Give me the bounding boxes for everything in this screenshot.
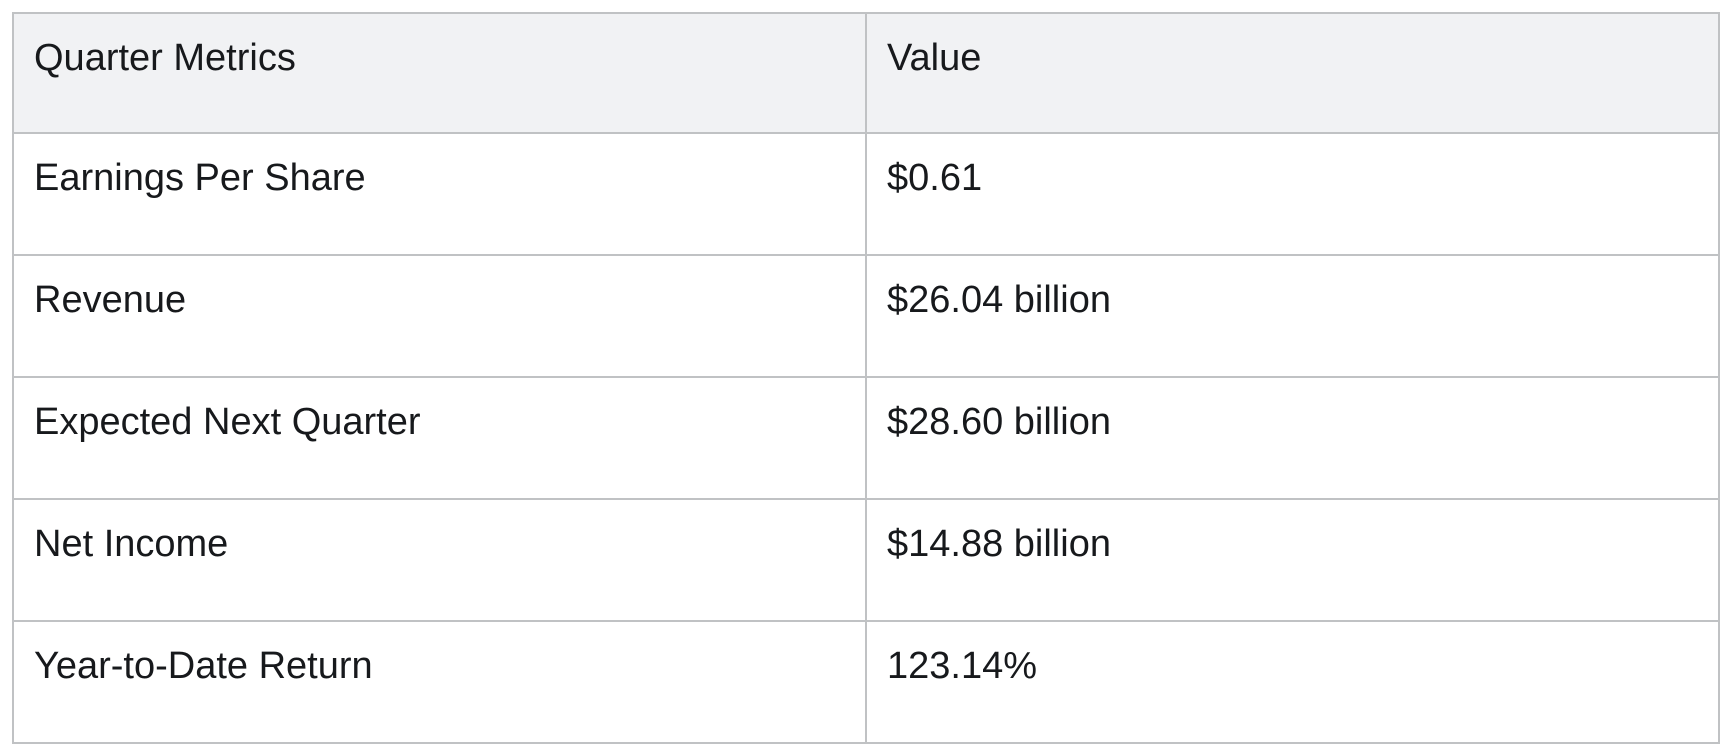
value-cell: $0.61 — [865, 132, 1720, 256]
quarter-metrics-table: Quarter Metrics Value Earnings Per Share… — [12, 12, 1720, 744]
table-row: Year-to-Date Return 123.14% — [12, 620, 1720, 744]
value-cell: $14.88 billion — [865, 498, 1720, 622]
value-cell: 123.14% — [865, 620, 1720, 744]
column-header-value: Value — [865, 12, 1720, 134]
metric-cell: Net Income — [12, 498, 867, 622]
value-cell: $26.04 billion — [865, 254, 1720, 378]
table-header: Quarter Metrics Value — [12, 12, 1720, 134]
metric-cell: Expected Next Quarter — [12, 376, 867, 500]
quarter-metrics-table-container: Quarter Metrics Value Earnings Per Share… — [12, 12, 1720, 744]
table-body: Earnings Per Share $0.61 Revenue $26.04 … — [12, 132, 1720, 744]
header-row: Quarter Metrics Value — [12, 12, 1720, 134]
metric-cell: Year-to-Date Return — [12, 620, 867, 744]
table-row: Revenue $26.04 billion — [12, 254, 1720, 378]
metric-cell: Revenue — [12, 254, 867, 378]
metric-cell: Earnings Per Share — [12, 132, 867, 256]
table-row: Expected Next Quarter $28.60 billion — [12, 376, 1720, 500]
value-cell: $28.60 billion — [865, 376, 1720, 500]
column-header-quarter-metrics: Quarter Metrics — [12, 12, 867, 134]
table-row: Net Income $14.88 billion — [12, 498, 1720, 622]
table-row: Earnings Per Share $0.61 — [12, 132, 1720, 256]
